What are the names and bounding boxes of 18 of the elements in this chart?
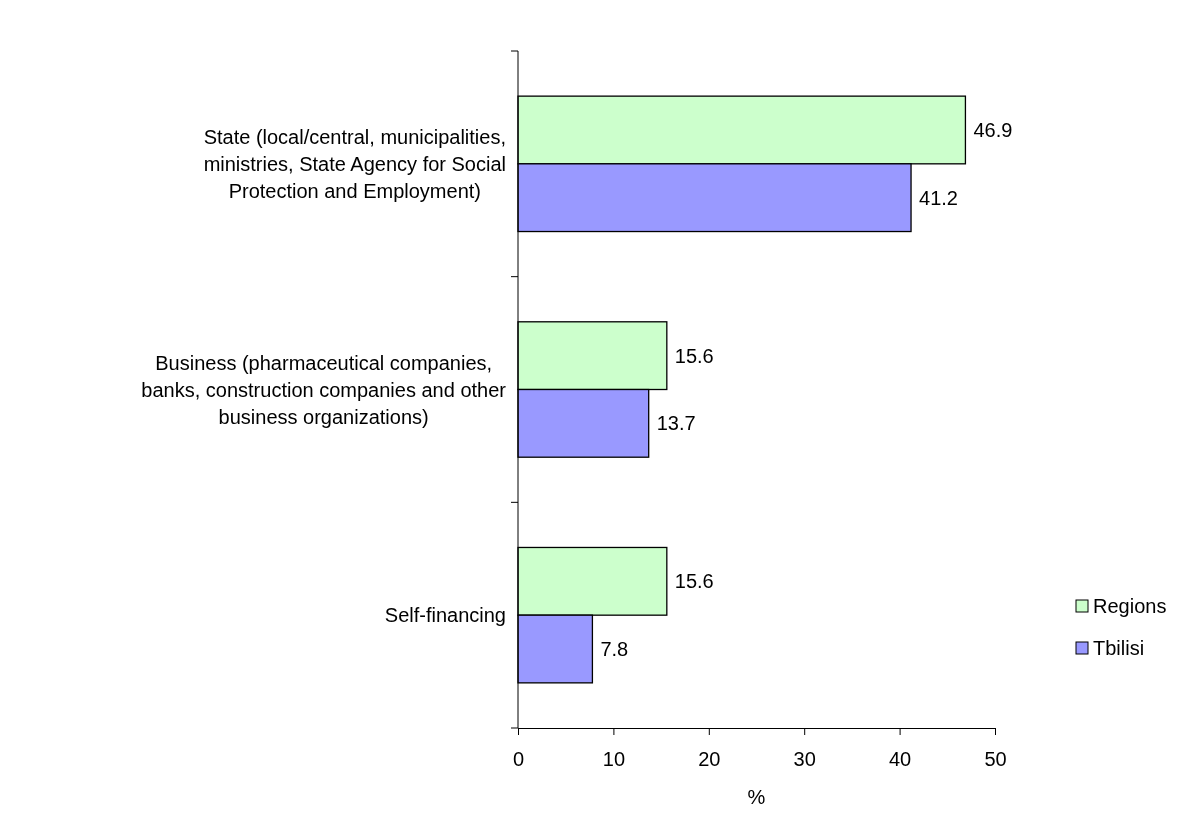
data-label: 7.8	[600, 638, 629, 661]
x-tick-label: 40	[888, 748, 912, 770]
x-tick-label: 30	[793, 748, 816, 770]
data-label: 46.9	[973, 118, 1013, 141]
data-label: 13.7	[656, 412, 696, 435]
x-tick-label: 50	[984, 748, 1007, 770]
x-tick-label: 0	[512, 748, 525, 770]
legend-label: Tbilisi	[1093, 637, 1145, 659]
y-tick-label: Business (pharmaceutical companies, banks, construction companies and other business organizations)	[141, 351, 507, 428]
y-tick-label: State (local/central, municipalities, ministries, State Agency for Social Protection and Employment)	[203, 125, 506, 202]
y-tick-label: Self-financing	[384, 604, 506, 627]
data-label: 15.6	[674, 570, 714, 593]
data-label: 41.2	[919, 186, 958, 209]
x-tick-label: 10	[602, 748, 626, 770]
x-axis-title: %	[747, 786, 766, 808]
data-label: 15.6	[674, 344, 714, 367]
legend-label: Regions	[1093, 595, 1167, 617]
x-tick-label: 20	[698, 748, 721, 770]
